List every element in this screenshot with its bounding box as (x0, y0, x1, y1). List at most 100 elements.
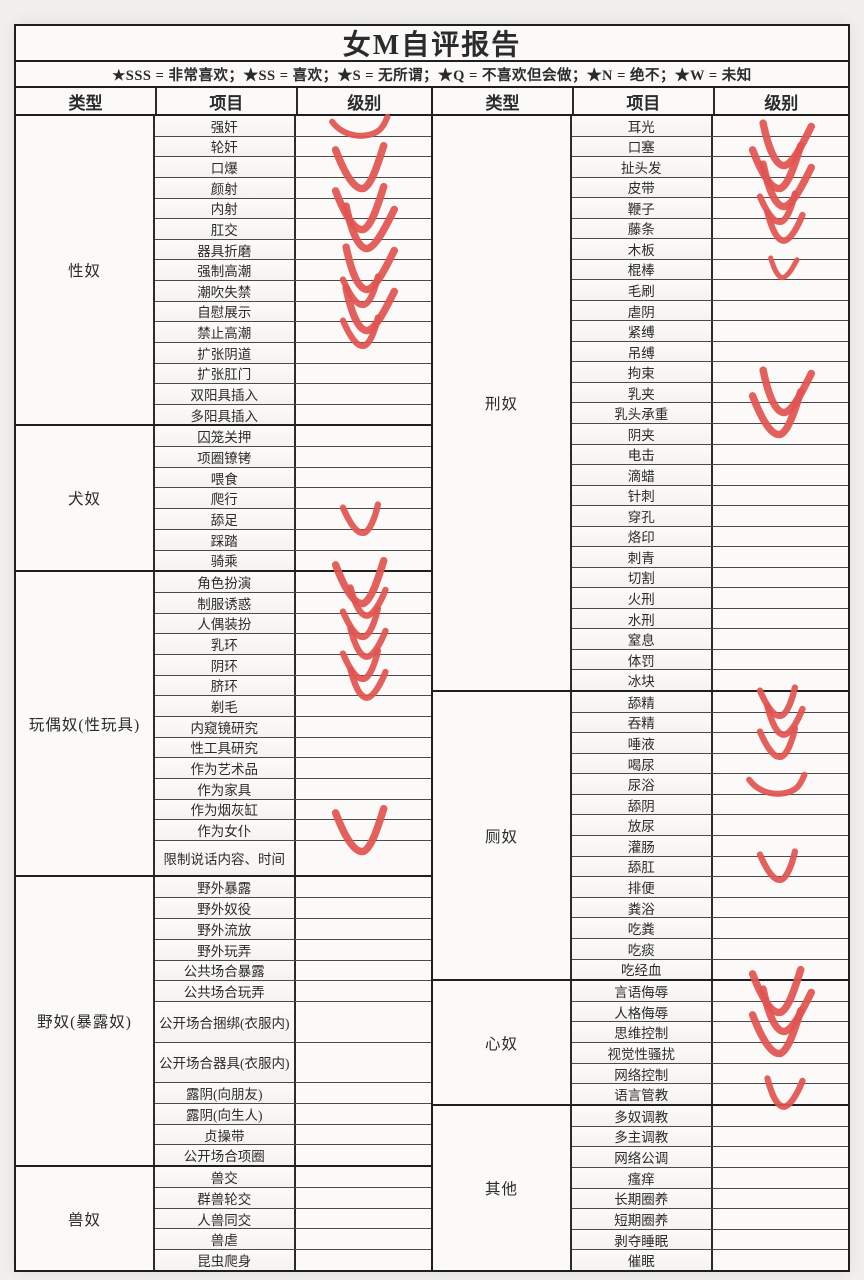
item-cell: 野外奴役 (155, 898, 296, 918)
table-row: 网络控制 (572, 1062, 848, 1084)
table-row: 扯头发 (572, 141, 848, 192)
table-row: 窒息 (572, 628, 848, 649)
level-cell (296, 551, 431, 571)
type-cell: 其他 (433, 1106, 573, 1270)
item-cell: 乳头承重 (572, 403, 713, 423)
table-row: 滴蜡 (572, 464, 848, 485)
item-cell: 吃经血 (572, 959, 713, 980)
table-row: 虐阴 (572, 299, 848, 321)
level-cell (296, 141, 431, 193)
level-cell (713, 1075, 848, 1111)
level-cell (713, 960, 848, 980)
category-group: 心奴 言语侮辱 人格侮辱 思维控制 视觉性骚扰 网络控制 语言管教 (433, 965, 848, 1111)
level-cell (296, 426, 431, 446)
table-row: 刺青 (572, 546, 848, 567)
item-cell: 口爆 (155, 157, 296, 177)
item-cell: 脐环 (155, 675, 296, 696)
table-row: 阴夹 (572, 422, 848, 444)
column-header-type: 类型 (433, 88, 575, 114)
item-cell: 放尿 (572, 815, 713, 836)
level-cell (296, 137, 431, 157)
level-cell (296, 273, 431, 308)
column-header-type: 类型 (16, 88, 158, 114)
table-row: 木板 (572, 238, 848, 259)
item-cell: 网络公调 (572, 1147, 713, 1167)
table-row: 野外流放 (155, 917, 431, 939)
type-cell: 心奴 (433, 981, 573, 1104)
level-cell (296, 961, 431, 981)
level-cell (713, 160, 848, 211)
category-group: 刑奴 耳光 口塞 扯头发 皮带 鞭子 藤条 木板 棍棒 毛刷 虐阴 紧缚 吊缚 拘束 乳夹 乳头承重 阴夹 电击滴… (433, 116, 848, 690)
table-row: 穿孔 (572, 505, 848, 526)
level-cell (296, 447, 431, 467)
table-row: 口爆 (155, 141, 431, 193)
level-cell (296, 1043, 431, 1083)
right-table: 刑奴 耳光 口塞 扯头发 皮带 鞭子 藤条 木板 棍棒 毛刷 虐阴 紧缚 吊缚 拘束 乳夹 乳头承重 阴夹 电击滴… (433, 116, 848, 1270)
item-cell: 冰块 (572, 670, 713, 690)
level-cell (296, 940, 431, 960)
level-cell (713, 119, 848, 170)
category-group: 野奴(暴露奴) 野外暴露 野外奴役 野外流放 野外玩弄 公共场合暴露 公共场合玩弄 公开场合捆… (16, 875, 431, 1166)
level-cell (296, 625, 431, 660)
level-cell (296, 178, 431, 198)
table-row: 项圈镣铐 (155, 446, 431, 467)
item-cell: 多阳具插入 (155, 404, 296, 425)
table-row: 剃毛 (155, 695, 431, 716)
item-cell: 紧缚 (572, 321, 713, 341)
level-cell (296, 1125, 431, 1145)
item-cell: 群兽轮交 (155, 1187, 296, 1208)
table-row: 内射 (155, 183, 431, 234)
item-cell: 瘙痒 (572, 1167, 713, 1188)
table-header-left: 类型 项目 级别 (16, 88, 433, 114)
item-cell: 水刑 (572, 608, 713, 629)
level-cell (296, 717, 431, 737)
table-row: 电击 (572, 443, 848, 465)
item-cell: 露阴(向生人) (155, 1103, 296, 1124)
table-row: 吃粪 (572, 917, 848, 938)
level-cell (296, 501, 431, 536)
level-cell (713, 898, 848, 918)
table-row: 舔精 (572, 684, 848, 719)
item-cell: 作为家具 (155, 778, 296, 799)
table-row: 阴环 (155, 647, 431, 682)
item-cell: 公开场合捆绑(衣服内) (155, 1002, 296, 1042)
group-rows: 舔精 吞精 唾液 喝尿 尿浴 舔阴 放尿 灌肠 舔肛 排便 粪浴 吃粪 吃痰 吃经血 (572, 684, 848, 980)
item-cell: 剃毛 (155, 696, 296, 716)
level-cell (713, 527, 848, 547)
level-cell (713, 239, 848, 259)
table-body: 性奴 强奸 轮奸 口爆 颜射 内射 肛交 器具折磨 强制高潮 潮吹失禁 自慰展示 禁止高潮 扩张阴道 扩张… (16, 113, 848, 1270)
item-cell: 野外玩弄 (155, 939, 296, 960)
table-row: 潮吹失禁 (155, 273, 431, 308)
type-cell: 犬奴 (16, 426, 156, 571)
table-row: 紧缚 (572, 320, 848, 341)
category-group: 玩偶奴(性玩具) 角色扮演 制服诱惑 人偶装扮 乳环 阴环 脐环 剃毛 内窥镜研究 性工具研究 作为… (16, 556, 431, 876)
table-row: 器具折磨 (155, 238, 431, 260)
level-cell (713, 366, 848, 416)
table-row: 野外玩弄 (155, 938, 431, 960)
level-cell (296, 488, 431, 508)
item-cell: 扯头发 (572, 157, 713, 177)
item-cell: 滴蜡 (572, 465, 713, 485)
level-cell (296, 243, 431, 294)
item-cell: 刺青 (572, 547, 713, 567)
level-cell (713, 190, 848, 225)
level-cell (713, 486, 848, 506)
item-cell: 阴环 (155, 654, 296, 675)
item-cell: 催眠 (572, 1250, 713, 1270)
level-cell (296, 877, 431, 897)
table-row: 火刑 (572, 587, 848, 608)
table-row: 公开场合项圈 (155, 1144, 431, 1166)
level-cell (713, 1168, 848, 1188)
type-cell: 厕奴 (433, 692, 573, 979)
item-cell: 扩张阴道 (155, 342, 296, 363)
level-cell (296, 779, 431, 799)
item-cell: 器具折磨 (155, 239, 296, 260)
level-cell (713, 547, 848, 567)
item-cell: 人兽同交 (155, 1208, 296, 1229)
table-row: 禁止高潮 (155, 314, 431, 350)
table-row: 吃经血 (572, 958, 848, 980)
table-row: 吞精 (572, 703, 848, 739)
level-cell (713, 445, 848, 465)
level-cell (713, 684, 848, 719)
level-cell (713, 754, 848, 774)
